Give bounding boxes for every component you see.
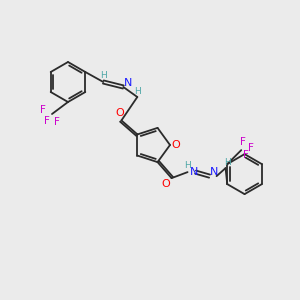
- Text: N: N: [210, 167, 219, 177]
- Text: N: N: [190, 167, 199, 177]
- Text: H: H: [184, 160, 191, 169]
- Text: F: F: [54, 117, 60, 127]
- Text: F: F: [40, 105, 46, 115]
- Text: N: N: [124, 78, 133, 88]
- Text: O: O: [161, 179, 170, 189]
- Text: H: H: [224, 158, 231, 166]
- Text: F: F: [243, 150, 249, 160]
- Text: H: H: [100, 71, 107, 80]
- Text: O: O: [115, 108, 124, 118]
- Text: F: F: [44, 116, 50, 126]
- Text: F: F: [248, 143, 254, 153]
- Text: H: H: [134, 86, 141, 95]
- Text: F: F: [240, 137, 246, 147]
- Text: O: O: [172, 140, 180, 150]
